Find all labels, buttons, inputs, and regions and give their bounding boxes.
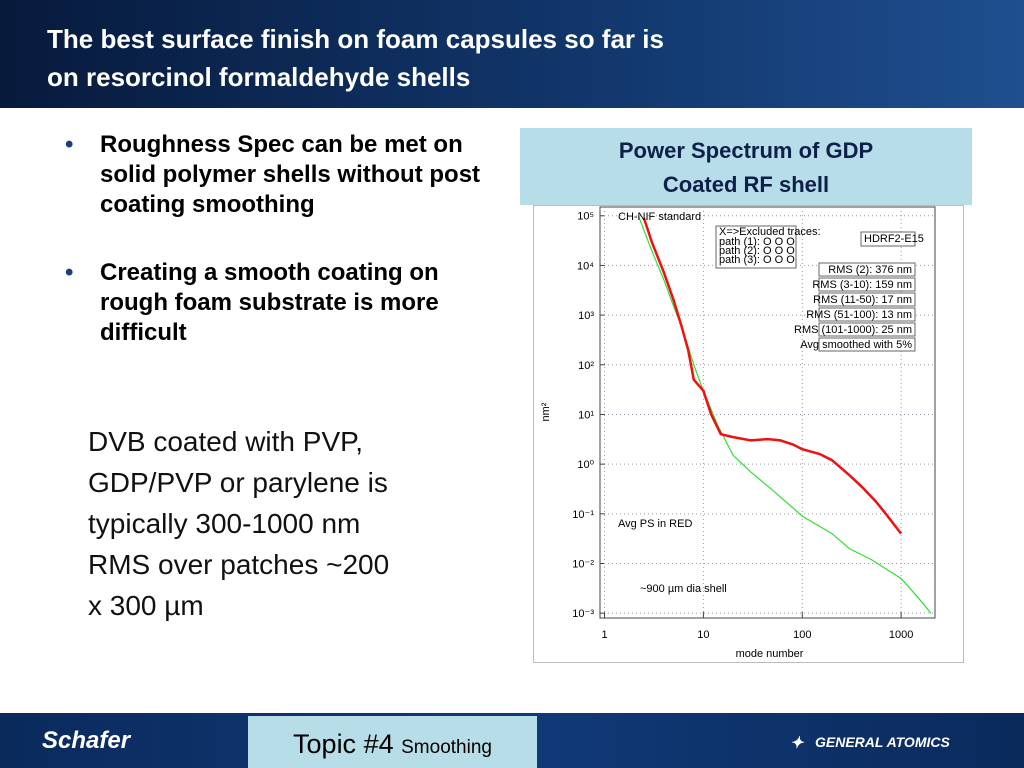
topic-box: Topic #4 Smoothing bbox=[248, 716, 537, 768]
rms-label: Avg smoothed with 5% bbox=[800, 339, 912, 351]
plot-area bbox=[599, 206, 936, 619]
chart-title: Power Spectrum of GDP bbox=[618, 138, 874, 163]
y-tick-label: 10⁵ bbox=[577, 211, 594, 223]
excluded-row: path (3): O O O bbox=[719, 254, 795, 266]
label-box bbox=[818, 322, 916, 337]
label-box bbox=[715, 225, 797, 269]
annotation: HDRF2-E15 bbox=[864, 233, 924, 245]
bullet: • Roughness Spec can be met on solid poly… bbox=[65, 130, 505, 220]
bullet-text: Roughness Spec can be met on solid polym… bbox=[100, 131, 481, 218]
y-tick-label: 10³ bbox=[578, 310, 594, 322]
topic: Topic #4 bbox=[293, 729, 394, 759]
label-box bbox=[860, 231, 916, 247]
title-line: The best surface finish on foam capsules… bbox=[47, 24, 664, 54]
bullet-text: Creating a smooth coating on rough foam … bbox=[100, 259, 439, 346]
annotation: Avg PS in RED bbox=[618, 518, 692, 530]
paragraph-line: typically 300-1000 nm bbox=[88, 508, 361, 539]
excluded-heading: X=>Excluded traces: bbox=[719, 226, 821, 238]
chart: 10⁻³ 10⁻² 10⁻¹ 10⁰ 10¹ 10² 10³ 10⁴ 10⁵ 1 10 100 1000… bbox=[533, 205, 964, 663]
title-line: on resorcinol formaldehyde shells bbox=[47, 62, 471, 92]
y-tick-label: 10⁰ bbox=[577, 459, 594, 471]
x-tick-label: 1000 bbox=[889, 629, 913, 641]
paragraph-line: RMS over patches ~200 bbox=[88, 549, 390, 580]
logo-right: GENERAL ATOMICS bbox=[815, 734, 950, 750]
x-axis-label: mode number bbox=[736, 648, 804, 660]
x-tick-label: 1 bbox=[601, 629, 607, 641]
header-bar: The best surface finish on foam capsules… bbox=[0, 0, 1024, 108]
bullet: • Creating a smooth coating on rough foam… bbox=[65, 258, 505, 348]
y-tick-label: 10⁻² bbox=[572, 559, 594, 571]
paragraph-line: DVB coated with PVP, bbox=[88, 426, 363, 457]
y-tick-label: 10⁻³ bbox=[572, 608, 594, 620]
excluded-row: path (1): O O O bbox=[719, 236, 795, 248]
label-box bbox=[818, 262, 916, 277]
y-tick-label: 10⁻¹ bbox=[572, 509, 594, 521]
y-tick-label: 10¹ bbox=[578, 409, 594, 421]
rms-label: RMS (11-50): 17 nm bbox=[813, 294, 912, 306]
x-tick-label: 10 bbox=[697, 629, 709, 641]
logo-left: Schafer bbox=[42, 727, 131, 754]
rms-label: RMS (101-1000): 25 nm bbox=[794, 324, 912, 336]
label-box bbox=[818, 337, 916, 352]
topic-sub: Smoothing bbox=[401, 737, 492, 758]
y-axis-label: nm² bbox=[540, 402, 552, 421]
chart-title-box: Power Spectrum of GDP Coated RF shell bbox=[520, 128, 972, 205]
series-line bbox=[642, 217, 903, 535]
paragraph-line: GDP/PVP or parylene is bbox=[88, 467, 388, 498]
label-box bbox=[818, 292, 916, 307]
x-tick-label: 100 bbox=[793, 629, 811, 641]
logo-right-mark: ✦ bbox=[790, 735, 804, 752]
rms-label: RMS (3-10): 159 nm bbox=[812, 279, 912, 291]
y-tick-label: 10⁴ bbox=[577, 260, 594, 272]
series-line bbox=[637, 215, 932, 614]
y-tick-label: 10² bbox=[578, 360, 594, 372]
chart-title: Coated RF shell bbox=[662, 172, 830, 197]
rms-label: RMS (51-100): 13 nm bbox=[806, 309, 912, 321]
label-box bbox=[818, 307, 916, 322]
annotation: CH-NIF standard bbox=[618, 211, 701, 223]
paragraph-line: x 300 µm bbox=[88, 590, 204, 621]
annotation: ~900 µm dia shell bbox=[640, 583, 727, 595]
label-box bbox=[818, 277, 916, 292]
excluded-row: path (2): O O O bbox=[719, 245, 795, 257]
rms-label: RMS (2): 376 nm bbox=[828, 264, 912, 276]
